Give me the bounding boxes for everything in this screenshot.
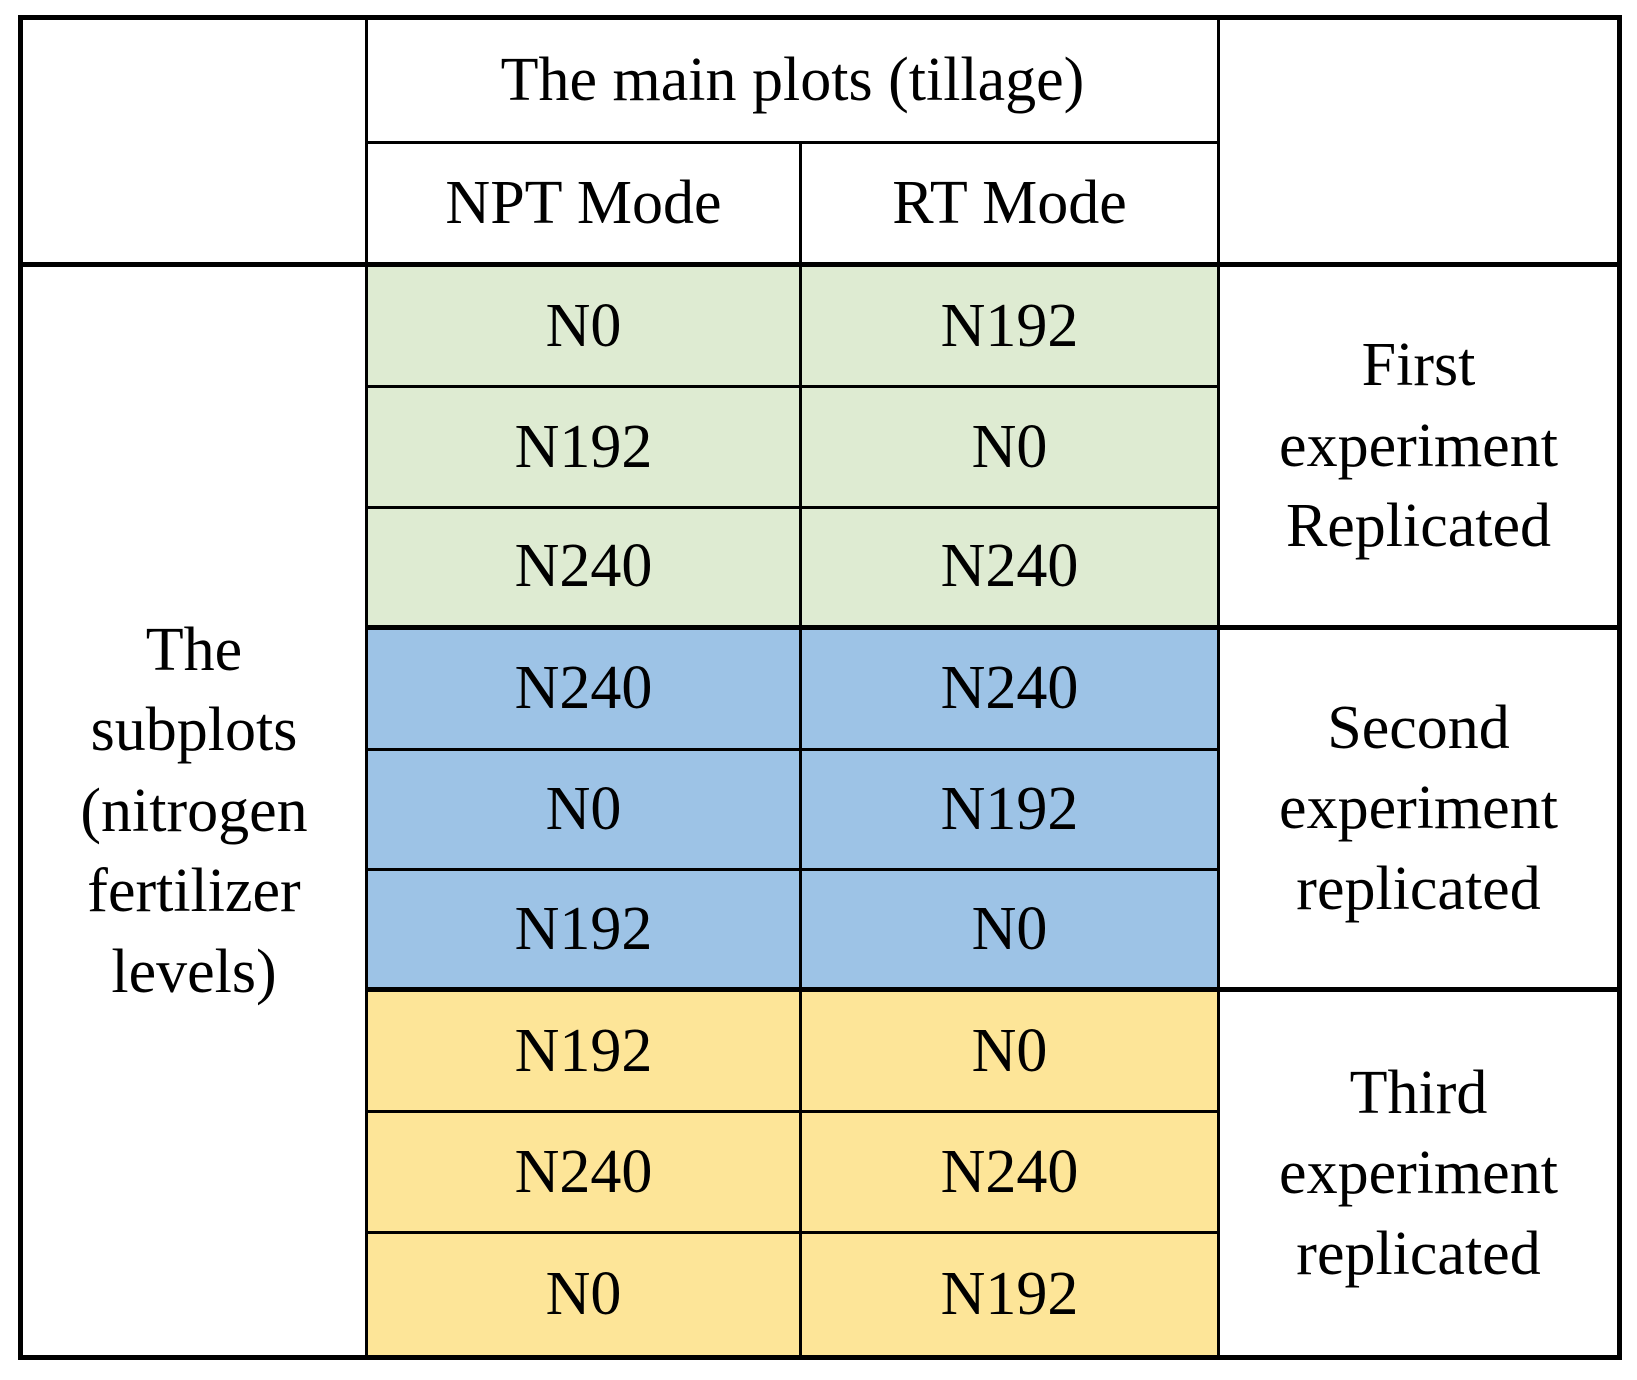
third-experiment-label-cell: Third experiment replicated bbox=[1220, 992, 1617, 1355]
corner-blank-cell-right bbox=[1220, 20, 1617, 267]
nitrogen-level-cell: N192 bbox=[802, 1234, 1220, 1355]
nitrogen-level-cell: N240 bbox=[368, 508, 802, 630]
nitrogen-level-cell: N240 bbox=[368, 1113, 802, 1235]
nitrogen-level-cell: N192 bbox=[368, 992, 802, 1114]
nitrogen-level-cell: N240 bbox=[802, 629, 1220, 751]
nitrogen-level-cell: N0 bbox=[802, 992, 1220, 1114]
nitrogen-level-cell: N192 bbox=[802, 267, 1220, 388]
subplots-label-cell: The subplots (nitrogen fertilizer levels… bbox=[23, 267, 368, 1355]
nitrogen-level-cell: N240 bbox=[802, 508, 1220, 630]
npt-mode-header-cell: NPT Mode bbox=[368, 144, 802, 267]
experiment-design-table: The main plots (tillage) NPT Mode RT Mod… bbox=[18, 15, 1622, 1360]
rt-mode-header-cell: RT Mode bbox=[802, 144, 1220, 267]
nitrogen-level-cell: N240 bbox=[368, 629, 802, 751]
nitrogen-level-cell: N192 bbox=[802, 750, 1220, 872]
nitrogen-level-cell: N192 bbox=[368, 871, 802, 993]
nitrogen-level-cell: N240 bbox=[802, 1113, 1220, 1235]
nitrogen-level-cell: N0 bbox=[802, 871, 1220, 993]
main-plots-header-cell: The main plots (tillage) bbox=[368, 20, 1220, 144]
nitrogen-level-cell: N192 bbox=[368, 387, 802, 509]
first-experiment-label-cell: First experiment Replicated bbox=[1220, 267, 1617, 630]
nitrogen-level-cell: N0 bbox=[802, 387, 1220, 509]
nitrogen-level-cell: N0 bbox=[368, 750, 802, 872]
nitrogen-level-cell: N0 bbox=[368, 1234, 802, 1355]
nitrogen-level-cell: N0 bbox=[368, 267, 802, 388]
corner-blank-cell-left bbox=[23, 20, 368, 267]
second-experiment-label-cell: Second experiment replicated bbox=[1220, 629, 1617, 993]
